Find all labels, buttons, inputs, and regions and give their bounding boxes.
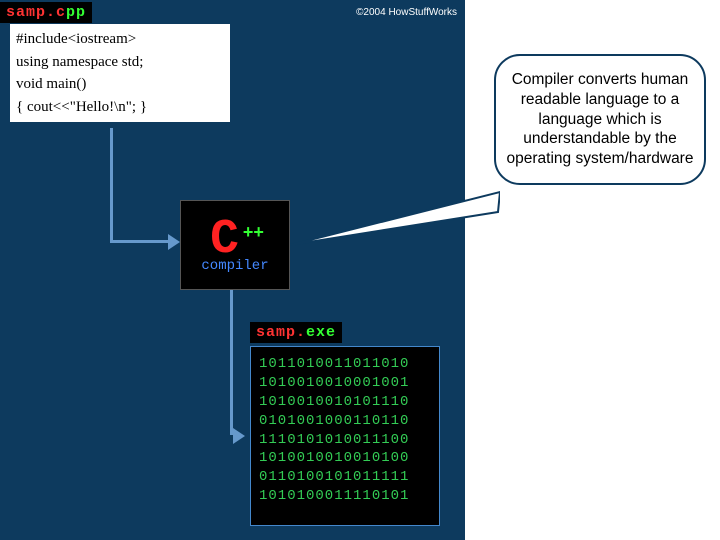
- binary-line: 1110101010011100: [259, 431, 431, 450]
- header-row: samp.cpp ©2004 HowStuffWorks: [0, 0, 465, 24]
- compiler-letter: C: [210, 213, 239, 267]
- source-file-name-base: samp.c: [6, 4, 66, 21]
- source-file-title: samp.cpp: [0, 2, 92, 23]
- output-file-title: samp.exe: [250, 322, 342, 343]
- code-line: using namespace std;: [16, 51, 224, 74]
- connector-line: [110, 240, 170, 243]
- compiler-symbol: C++: [210, 216, 260, 264]
- compiler-plusplus: ++: [243, 222, 264, 242]
- binary-line: 0101001000110110: [259, 412, 431, 431]
- callout-text: Compiler converts human readable languag…: [507, 71, 694, 167]
- binary-output-box: 1011010011011010 1010010010001001 101001…: [250, 346, 440, 526]
- connector-line: [110, 128, 113, 243]
- compiler-box: C++ compiler: [180, 200, 290, 290]
- arrow-icon: [233, 428, 245, 444]
- code-line: #include<iostream>: [16, 28, 224, 51]
- callout-tail-icon: [290, 190, 500, 250]
- connector-line: [230, 290, 233, 435]
- callout-bubble: Compiler converts human readable languag…: [494, 54, 706, 185]
- diagram-container: samp.cpp ©2004 HowStuffWorks #include<io…: [0, 0, 465, 540]
- copyright-text: ©2004 HowStuffWorks: [356, 7, 465, 18]
- arrow-icon: [168, 234, 180, 250]
- binary-line: 1011010011011010: [259, 355, 431, 374]
- code-line: void main(): [16, 73, 224, 96]
- binary-line: 1010010010010100: [259, 449, 431, 468]
- code-line: { cout<<"Hello!\n"; }: [16, 96, 224, 119]
- output-file-name-ext: exe: [306, 324, 336, 341]
- binary-line: 1010010010101110: [259, 393, 431, 412]
- binary-line: 0110100101011111: [259, 468, 431, 487]
- source-code-box: #include<iostream> using namespace std; …: [10, 24, 230, 122]
- source-file-name-ext: pp: [66, 4, 86, 21]
- binary-line: 1010100011110101: [259, 487, 431, 506]
- binary-line: 1010010010001001: [259, 374, 431, 393]
- output-file-name-base: samp.: [256, 324, 306, 341]
